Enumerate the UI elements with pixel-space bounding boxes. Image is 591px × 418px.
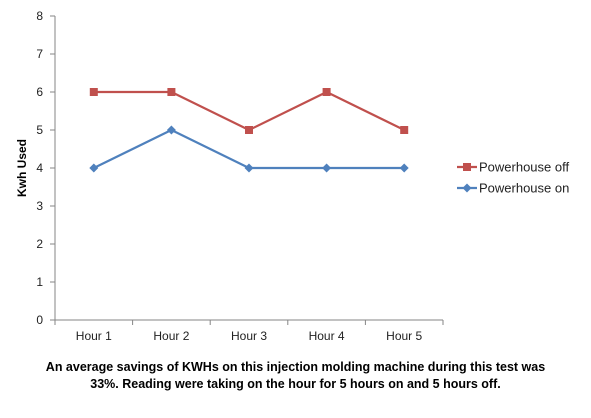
y-tick-label: 2 [36, 237, 43, 251]
data-point [89, 163, 99, 173]
data-point [244, 163, 254, 173]
x-tick-label: Hour 2 [153, 329, 189, 343]
data-point [322, 88, 331, 96]
x-tick-label: Hour 5 [386, 329, 422, 343]
series-powerhouse-on [89, 125, 409, 173]
data-point [400, 126, 409, 134]
x-tick-label: Hour 3 [231, 329, 267, 343]
data-point [245, 126, 253, 134]
y-axis-title: Kwh Used [15, 139, 29, 197]
series-powerhouse-off [89, 88, 409, 134]
y-tick-label: 6 [36, 85, 43, 99]
y-tick-label: 8 [36, 9, 43, 23]
data-point [89, 88, 98, 96]
x-tick-label: Hour 1 [76, 329, 112, 343]
x-axis-ticks: Hour 1 Hour 2 Hour 3 Hour 4 Hour 5 [54, 320, 444, 343]
y-tick-label: 3 [36, 199, 43, 213]
y-tick-label: 5 [36, 123, 43, 137]
y-tick-label: 4 [36, 161, 43, 175]
data-point [399, 163, 409, 173]
caption-line-1: An average savings of KWHs on this injec… [45, 360, 546, 374]
legend-label: Powerhouse on [479, 181, 569, 196]
legend-swatch-marker [462, 183, 472, 193]
chart-caption: An average savings of KWHs on this injec… [20, 359, 571, 393]
data-point [167, 88, 176, 96]
series-line [93, 90, 405, 132]
data-point [166, 125, 176, 135]
series-line [93, 128, 405, 170]
y-tick-label: 1 [36, 275, 43, 289]
legend-label: Powerhouse off [479, 160, 569, 175]
caption-line-2: 33%. Reading were taking on the hour for… [90, 377, 501, 391]
series-layer [89, 88, 409, 173]
y-tick-label: 7 [36, 47, 43, 61]
legend-item: Powerhouse on [457, 181, 569, 196]
y-axis-ticks: 0 1 2 3 4 5 6 7 8 [36, 9, 55, 327]
legend-item: Powerhouse off [457, 160, 569, 175]
legend: Powerhouse off Powerhouse on [457, 160, 569, 196]
y-tick-label: 0 [36, 313, 43, 327]
legend-swatch-marker [463, 163, 471, 171]
x-tick-label: Hour 4 [309, 329, 345, 343]
data-point [322, 163, 332, 173]
